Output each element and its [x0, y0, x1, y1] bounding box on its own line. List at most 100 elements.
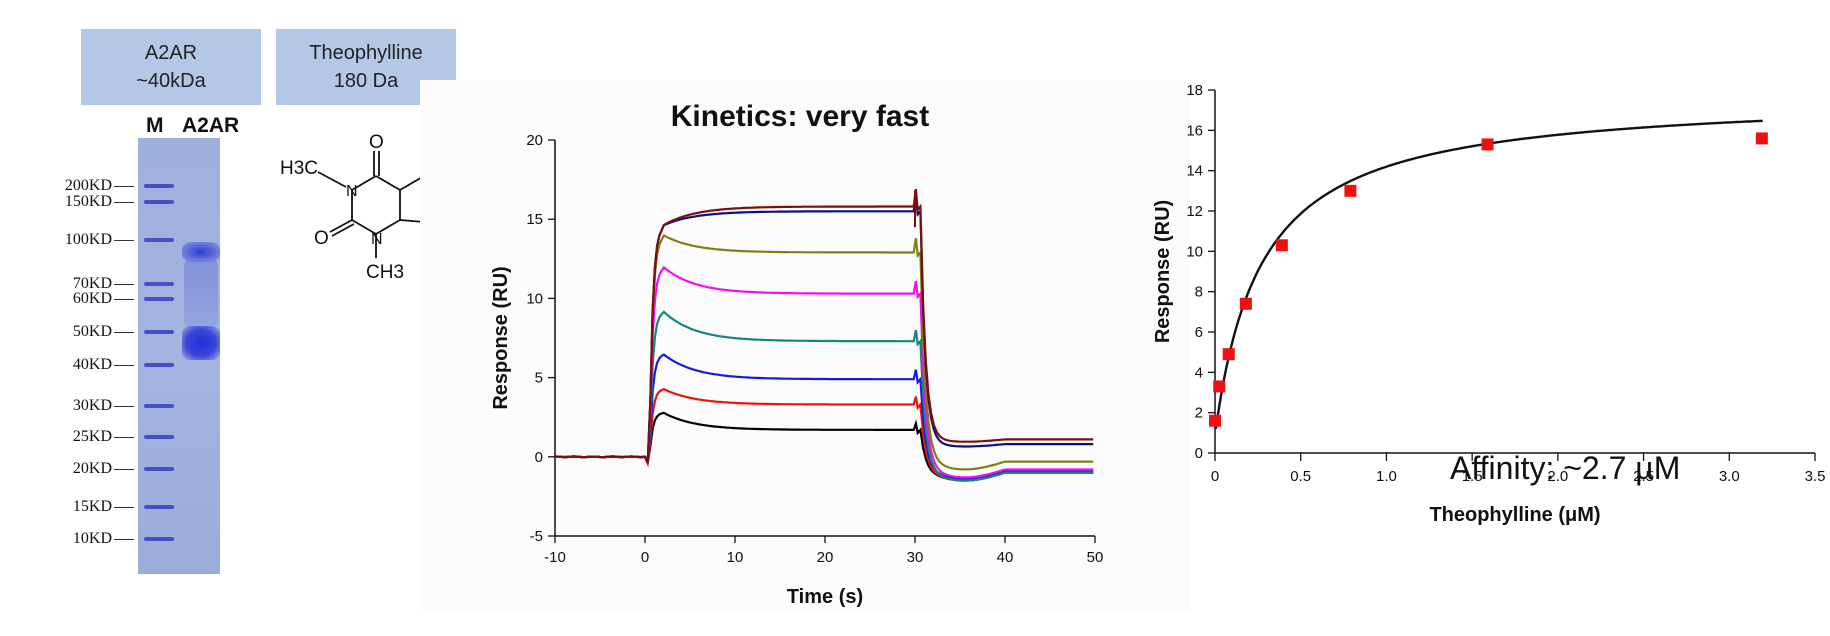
- ladder-band: [144, 505, 174, 509]
- affinity-chart-panel: 0 0.5 1.0 1.5 2.0 2.5 3.0 3.5 0 2 4 6 8 10 12 14 16 18 The…: [1150, 80, 1830, 631]
- x-tick-label: 0: [1211, 468, 1219, 485]
- x-tick-label: 3.5: [1805, 468, 1826, 485]
- kinetics-series-line: [554, 387, 1094, 482]
- x-axis-title: Time (s): [787, 586, 863, 608]
- atom-n-methyl-top: N: [346, 183, 358, 200]
- ladder-label: 15KD: [72, 498, 112, 515]
- data-point: [1239, 297, 1252, 310]
- y-axis-title: Response (RU): [1152, 200, 1174, 343]
- ligand-label-box: Theophylline 180 Da: [276, 29, 456, 105]
- y-tick-label: 20: [526, 132, 543, 149]
- ladder-label: 70KD: [72, 275, 112, 292]
- ladder-band: [144, 200, 174, 204]
- atom-oxygen-top: O: [369, 132, 384, 153]
- methyl-top: H3C: [280, 158, 318, 179]
- y-tick-label: 12: [1186, 203, 1203, 220]
- ladder-band: [144, 282, 174, 286]
- ladder-band: [144, 537, 174, 541]
- methyl-bottom: CH3: [366, 262, 404, 283]
- x-tick-label: 50: [1087, 549, 1104, 566]
- protein-mass: ~40kDa: [136, 70, 206, 92]
- ladder-label: 200KD: [64, 177, 112, 194]
- ladder-tick: [114, 186, 134, 187]
- lane-sample-label: A2AR: [182, 114, 240, 137]
- y-tick-label: 10: [526, 290, 543, 307]
- x-tick-label: 1.5: [1462, 468, 1483, 485]
- ladder-label: 60KD: [72, 290, 112, 307]
- ladder-tick: [114, 507, 134, 508]
- y-tick-label: 15: [526, 211, 543, 228]
- data-point: [1213, 380, 1226, 393]
- ladder-tick: [114, 469, 134, 470]
- ladder-tick: [114, 539, 134, 540]
- y-tick-label: 10: [1186, 243, 1203, 260]
- kinetics-series-line: [554, 353, 1094, 481]
- gel-lanes: [138, 138, 220, 574]
- data-point: [1481, 138, 1494, 151]
- x-tick-label: -10: [544, 549, 566, 566]
- ladder-band: [144, 238, 174, 242]
- y-tick-label: 0: [1195, 445, 1203, 462]
- ladder-tick: [114, 202, 134, 203]
- data-point: [1344, 184, 1357, 197]
- ladder-band: [144, 330, 174, 334]
- y-tick-label: 8: [1195, 284, 1203, 301]
- data-point: [1222, 348, 1235, 361]
- ladder-tick: [114, 240, 134, 241]
- data-point: [1209, 414, 1221, 427]
- gel-image: M A2AR 200KD 150KD 100KD 70KD 60KD 50KD 40KD 30…: [40, 110, 260, 590]
- ladder-band: [144, 435, 174, 439]
- x-tick-label: 0.5: [1290, 468, 1311, 485]
- ladder-tick: [114, 332, 134, 333]
- atom-n-methyl-bottom: N: [371, 231, 383, 248]
- kinetics-chart-panel: Kinetics: very fast -10 0 10 20 30 40 50 -5 0 5 10…: [420, 80, 1190, 611]
- affinity-chart: 0 0.5 1.0 1.5 2.0 2.5 3.0 3.5 0 2 4 6 8 10 12 14 16 18 The…: [1152, 82, 1826, 526]
- ladder-label: 150KD: [64, 193, 112, 210]
- data-point: [1275, 239, 1288, 252]
- kinetics-series-line: [554, 310, 1094, 482]
- sample-band-upper: [182, 242, 220, 262]
- ladder-tick: [114, 299, 134, 300]
- x-tick-label: 1.0: [1376, 468, 1397, 485]
- x-tick-label: 0: [641, 549, 649, 566]
- protein-label-box: A2AR ~40kDa: [81, 29, 261, 105]
- y-tick-label: 16: [1186, 122, 1203, 139]
- kinetics-series-line: [554, 195, 1094, 464]
- x-tick-label: 2.0: [1547, 468, 1568, 485]
- x-tick-label: 30: [907, 549, 924, 566]
- x-tick-label: 20: [817, 549, 834, 566]
- ladder-label: 50KD: [72, 323, 112, 340]
- x-tick-label: 3.0: [1719, 468, 1740, 485]
- ladder-label: 100KD: [64, 231, 112, 248]
- x-axis-title: Theophylline (μM): [1429, 504, 1600, 526]
- kinetics-series-line: [554, 188, 1094, 464]
- ladder-band: [144, 363, 174, 367]
- kinetics-series-line: [554, 234, 1094, 471]
- ladder-label: 30KD: [72, 397, 112, 414]
- y-tick-label: 18: [1186, 82, 1203, 99]
- kinetics-chart: -10 0 10 20 30 40 50 -5 0 5 10 15 20 Time (s) Response…: [490, 132, 1104, 608]
- ligand-name: Theophylline: [309, 42, 423, 64]
- ladder-label: 25KD: [72, 428, 112, 445]
- y-axis-title: Response (RU): [490, 266, 512, 409]
- y-tick-label: 5: [535, 370, 543, 387]
- protein-name: A2AR: [144, 42, 198, 64]
- atom-oxygen-left: O: [314, 228, 329, 249]
- x-tick-label: 40: [997, 549, 1014, 566]
- x-tick-label: 10: [727, 549, 744, 566]
- fit-curve: [1214, 119, 1763, 429]
- y-tick-label: 6: [1195, 324, 1203, 341]
- ladder-label: 40KD: [72, 356, 112, 373]
- affinity-annotation: Affinity: ~2.7 µM: [1450, 450, 1681, 486]
- x-tick-label: 2.5: [1633, 468, 1654, 485]
- ladder-tick: [114, 284, 134, 285]
- lane-marker-label: M: [146, 114, 164, 137]
- y-tick-label: 2: [1195, 405, 1203, 422]
- kinetics-series-line: [554, 265, 1094, 479]
- sample-band-smear: [184, 258, 218, 328]
- y-tick-label: 0: [535, 449, 543, 466]
- ladder-tick: [114, 406, 134, 407]
- ladder-label: 20KD: [72, 460, 112, 477]
- y-tick-label: 14: [1186, 163, 1203, 180]
- ladder-tick: [114, 437, 134, 438]
